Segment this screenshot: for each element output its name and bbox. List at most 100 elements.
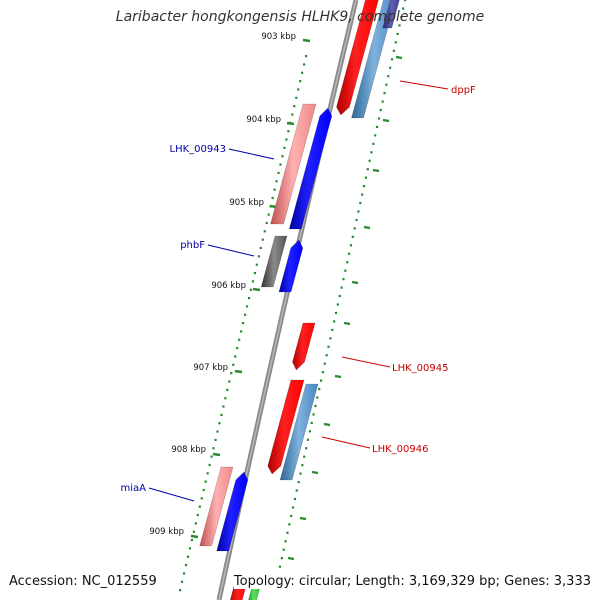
inner-track-dot: [186, 555, 190, 558]
feature-LHK_00945-cds[interactable]: [292, 322, 316, 371]
outer-track-dot: [349, 244, 353, 247]
inner-track-dot: [277, 171, 280, 175]
outer-track-dot: [366, 168, 369, 171]
outer-track-dot: [387, 75, 390, 78]
inner-track-dot: [253, 271, 257, 275]
feature-phbF-cds[interactable]: [260, 235, 288, 288]
inner-track-dot: [206, 472, 209, 475]
major-tick: [252, 287, 261, 292]
major-tick: [190, 534, 199, 539]
inner-track-dot: [291, 113, 294, 116]
feature-LHK_00946-gene[interactable]: [279, 383, 319, 481]
gene-features: [199, 0, 401, 600]
inner-track-dot: [245, 305, 249, 308]
inner-track-dot: [226, 388, 229, 391]
inner-track-dot: [210, 455, 213, 458]
inner-track-dot: [232, 363, 235, 366]
feature-LHK_00946-cds[interactable]: [267, 379, 305, 475]
outer-track-dot: [375, 125, 379, 129]
outer-track-dot: [316, 396, 319, 399]
outer-track-dot: [291, 506, 295, 509]
outer-track-dot: [280, 557, 283, 560]
outer-track-dot: [325, 354, 328, 357]
feature-dppF-gene[interactable]: [351, 0, 398, 119]
outer-track-dot: [278, 565, 282, 568]
tick-label-903: 903 kbp: [261, 32, 296, 42]
inner-track-dot: [249, 288, 253, 291]
outer-major-tick: [351, 280, 359, 285]
outer-track-dot: [342, 278, 345, 281]
outer-track-dot: [389, 66, 392, 69]
inner-track-dot: [281, 155, 284, 158]
outer-track-dot: [321, 371, 325, 374]
outer-track-dot: [394, 41, 397, 44]
inner-track-dot: [214, 438, 217, 442]
feature-LHK_00943-cds[interactable]: [270, 103, 317, 225]
feature-phbF-gene[interactable]: [278, 239, 304, 293]
outer-track-dot: [390, 58, 394, 61]
outer-major-tick: [363, 225, 371, 230]
inner-track-dot: [251, 280, 255, 283]
inner-track-dot: [234, 355, 237, 358]
feature-LHK_00943-gene[interactable]: [288, 107, 333, 230]
outer-track-dot: [381, 100, 384, 103]
gene-label-miaA[interactable]: miaA: [121, 483, 147, 494]
outer-track-dot: [286, 531, 289, 534]
inner-track-dot: [188, 547, 192, 550]
inner-track-dot: [243, 313, 247, 316]
inner-track-dot: [273, 188, 276, 191]
tick-label-905: 905 kbp: [229, 198, 264, 208]
gene-label-dppF[interactable]: dppF: [451, 85, 476, 96]
outer-track-dot: [323, 362, 326, 365]
inner-track-dot: [247, 296, 251, 300]
outer-track-dot: [379, 108, 382, 112]
outer-track-dot: [297, 480, 300, 484]
inner-track-dot: [228, 380, 231, 383]
gene-label-LHK_00945[interactable]: LHK_00945: [392, 363, 448, 374]
inner-track-dot: [179, 589, 182, 592]
inner-track-dot: [259, 246, 262, 250]
inner-track-dot: [184, 563, 188, 567]
outer-track-dot: [346, 261, 349, 264]
inner-track-dot: [295, 96, 298, 99]
outer-track-dot: [299, 472, 302, 475]
feature-miaA-gene[interactable]: [216, 471, 249, 552]
inner-track-dot: [222, 405, 225, 408]
outer-track-dot: [357, 210, 360, 213]
inner-track-dot: [275, 180, 278, 183]
feature-navy-gene[interactable]: [382, 0, 401, 29]
outer-track-dot: [374, 134, 377, 137]
inner-track-dot: [255, 263, 258, 266]
inner-track-dot: [271, 196, 274, 200]
gene-label-phbF[interactable]: phbF: [180, 240, 205, 251]
tick-label-908: 908 kbp: [171, 445, 206, 455]
inner-track-dot: [303, 63, 306, 66]
outer-track-dot: [336, 303, 339, 306]
tick-label-904: 904 kbp: [246, 115, 281, 125]
outer-track-dot: [284, 540, 287, 543]
inner-track-dot: [224, 397, 227, 400]
gene-label-LHK_00943[interactable]: LHK_00943: [170, 144, 226, 155]
inner-track-dot: [265, 221, 268, 225]
accession-text: Accession: NC_012559: [9, 574, 157, 589]
outer-track-dot: [288, 523, 291, 526]
outer-track-dot: [282, 548, 285, 551]
inner-track-dot: [263, 230, 266, 233]
gene-label-LHK_00946[interactable]: LHK_00946: [372, 444, 428, 455]
inner-track-dot: [261, 238, 264, 241]
outer-track-dot: [377, 117, 381, 120]
feature-dppF-cds[interactable]: [336, 0, 381, 116]
outer-track-dot: [359, 201, 362, 205]
major-tick: [234, 369, 243, 374]
outer-track-dot: [303, 455, 306, 458]
inner-track-dot: [240, 330, 243, 333]
outer-track-dot: [361, 193, 364, 196]
feature-miaA-cds[interactable]: [199, 466, 234, 547]
outer-track-dot: [295, 489, 298, 492]
tick-label-909: 909 kbp: [149, 527, 184, 537]
inner-track-dot: [257, 255, 260, 258]
inner-track-dot: [242, 322, 245, 325]
outer-track-dot: [372, 142, 375, 145]
outer-track-dot: [331, 328, 334, 331]
